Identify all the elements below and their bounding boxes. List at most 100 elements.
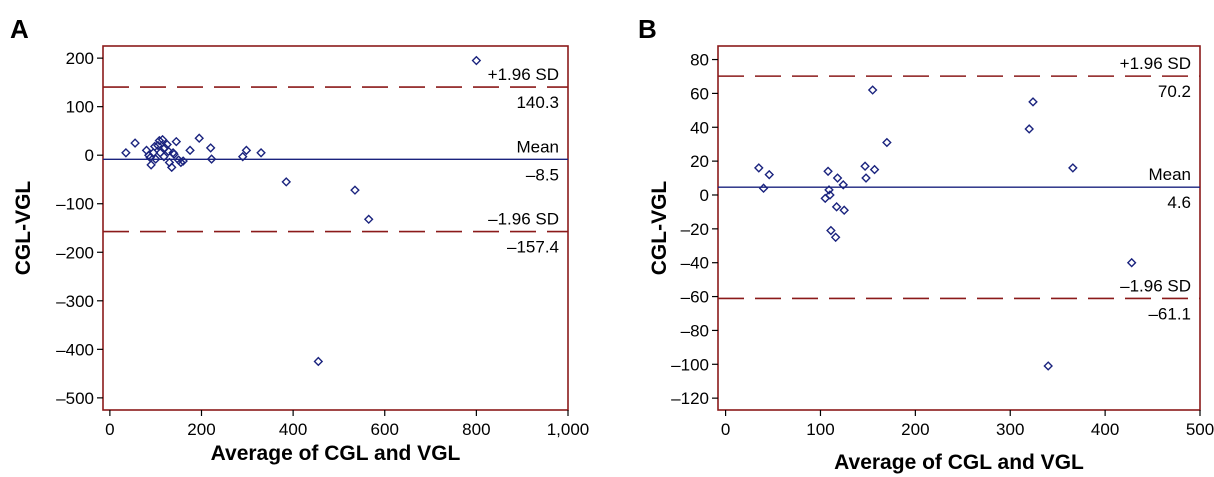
- x-tick-label: 400: [279, 420, 307, 439]
- y-tick-label: –100: [671, 355, 709, 374]
- data-point: [1028, 97, 1038, 107]
- x-tick-label: 600: [371, 420, 399, 439]
- y-tick-label: –80: [681, 321, 709, 340]
- x-tick-label: 800: [462, 420, 490, 439]
- x-axis-title: Average of CGL and VGL: [211, 442, 461, 465]
- data-point: [839, 205, 849, 216]
- lower-line-value: –157.4: [507, 238, 559, 257]
- data-point: [825, 190, 835, 200]
- data-point: [1068, 163, 1078, 173]
- y-tick-label: 80: [690, 51, 709, 70]
- data-point: [764, 169, 775, 180]
- x-tick-label: 200: [187, 420, 215, 439]
- data-point: [1024, 124, 1034, 134]
- y-tick-label: –200: [56, 243, 94, 262]
- lower-line-label: –1.96 SD: [488, 210, 559, 229]
- data-point: [831, 202, 842, 212]
- y-tick-label: 100: [66, 98, 94, 117]
- data-point: [824, 185, 834, 195]
- lower-line-label: –1.96 SD: [1120, 276, 1191, 295]
- upper-line-value: 140.3: [516, 93, 559, 112]
- y-tick-label: –60: [681, 288, 709, 307]
- data-point: [148, 147, 159, 158]
- y-tick-label: 0: [85, 146, 94, 165]
- panel-b-letter: B: [638, 14, 657, 44]
- data-point: [121, 147, 131, 158]
- y-tick-label: –100: [56, 195, 94, 214]
- upper-line-label: +1.96 SD: [1120, 54, 1191, 73]
- data-point: [758, 183, 769, 194]
- data-point: [869, 164, 880, 175]
- panel-a-letter: A: [10, 14, 29, 44]
- data-point: [838, 180, 849, 190]
- upper-line-value: 70.2: [1158, 82, 1191, 101]
- lower-line-value: –61.1: [1148, 304, 1191, 323]
- y-tick-label: –40: [681, 254, 709, 273]
- y-tick-label: 60: [690, 84, 709, 103]
- data-point: [313, 356, 324, 367]
- x-tick-label: 300: [996, 420, 1024, 439]
- upper-line-label: +1.96 SD: [488, 65, 559, 84]
- x-tick-label: 0: [721, 420, 730, 439]
- data-point: [130, 138, 140, 148]
- data-point: [154, 135, 165, 146]
- y-tick-label: –500: [56, 389, 94, 408]
- y-tick-label: 20: [690, 152, 709, 171]
- data-point: [166, 162, 177, 173]
- data-point: [159, 151, 169, 162]
- data-point: [826, 225, 836, 236]
- data-point: [754, 163, 764, 173]
- mean-line-value: 4.6: [1167, 193, 1191, 212]
- data-point: [860, 161, 870, 171]
- panel-a-chart: A 200 100 0 –100 –200 –300 –400 –500 0 200 400 600 8…: [10, 14, 589, 465]
- y-tick-label: –300: [56, 292, 94, 311]
- x-tick-label: 200: [901, 420, 929, 439]
- x-tick-label: 0: [105, 420, 114, 439]
- y-tick-label: 0: [700, 186, 709, 205]
- data-point: [169, 149, 179, 160]
- data-point: [350, 185, 360, 195]
- data-point: [176, 157, 186, 168]
- data-point: [823, 166, 833, 177]
- data-point: [146, 160, 156, 170]
- data-point: [363, 214, 374, 225]
- x-tick-label: 1,000: [547, 420, 590, 439]
- data-point: [150, 154, 161, 164]
- data-point: [882, 137, 892, 148]
- y-tick-label: 40: [690, 118, 709, 137]
- data-point: [157, 134, 168, 145]
- data-point: [178, 156, 188, 166]
- data-point: [237, 151, 248, 162]
- mean-line-label: Mean: [1148, 165, 1191, 184]
- plot-frame: [102, 45, 569, 411]
- data-point: [241, 145, 252, 156]
- data-point: [471, 55, 482, 66]
- data-point: [149, 141, 160, 152]
- data-point: [256, 147, 266, 158]
- y-axis-title: CGL-VGL: [12, 181, 35, 276]
- x-axis-title: Average of CGL and VGL: [834, 451, 1084, 474]
- data-point: [832, 173, 843, 183]
- data-point: [1043, 361, 1053, 371]
- x-tick-label: 400: [1091, 420, 1119, 439]
- data-point: [1126, 257, 1137, 268]
- data-point: [194, 133, 204, 144]
- data-point: [185, 145, 195, 156]
- x-tick-label: 500: [1186, 420, 1214, 439]
- mean-line-value: –8.5: [526, 165, 559, 184]
- data-point: [861, 173, 871, 183]
- data-point: [205, 143, 216, 153]
- y-tick-label: –20: [681, 220, 709, 239]
- data-point: [281, 177, 292, 187]
- data-point: [830, 232, 841, 243]
- y-tick-label: 200: [66, 49, 94, 68]
- y-tick-label: –120: [671, 389, 709, 408]
- data-point: [171, 136, 182, 147]
- plot-frame: [717, 45, 1201, 411]
- data-point: [206, 154, 217, 164]
- mean-line-label: Mean: [516, 137, 559, 156]
- data-point: [867, 85, 878, 95]
- x-tick-label: 100: [806, 420, 834, 439]
